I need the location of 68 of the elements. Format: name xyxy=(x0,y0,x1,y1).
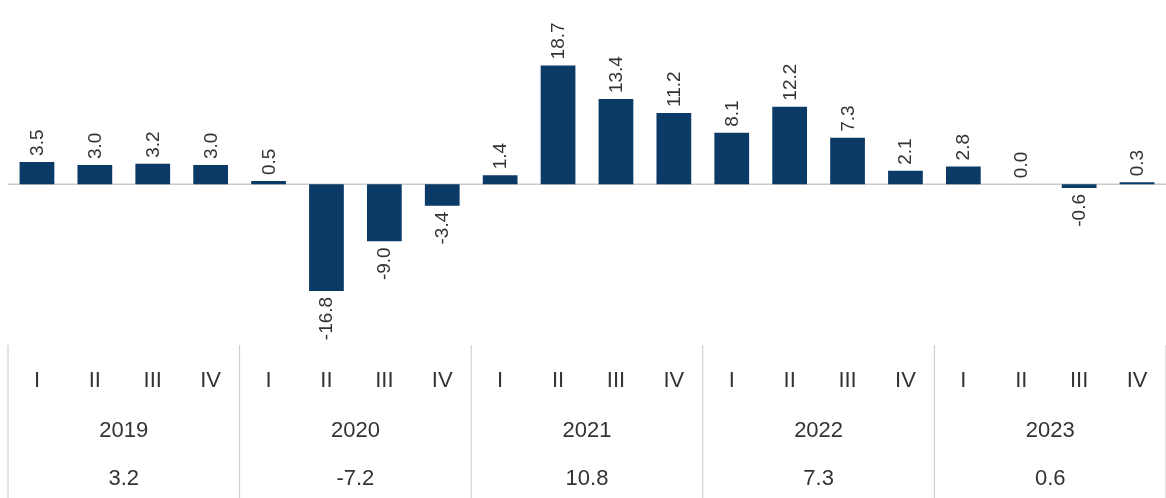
text: 3.2 xyxy=(108,465,140,490)
data-label: 3.0 xyxy=(83,132,105,160)
bar xyxy=(945,166,981,185)
data-label: 0.0 xyxy=(1010,151,1032,179)
x-tick-label: III xyxy=(375,367,394,392)
x-tick-label: I xyxy=(497,367,504,392)
text: 2020 xyxy=(330,417,380,442)
data-label: 2.1 xyxy=(894,138,916,165)
data-label: -3.4 xyxy=(431,211,453,245)
bar xyxy=(888,170,923,185)
bar xyxy=(424,184,460,206)
data-label: 3.0 xyxy=(199,132,221,160)
x-tick-label: I xyxy=(265,367,272,392)
data-label: -0.6 xyxy=(1068,193,1090,227)
data-label: 1.4 xyxy=(489,142,511,170)
bar xyxy=(193,165,229,185)
bar xyxy=(77,165,113,185)
x-tick-label: IV xyxy=(895,367,917,392)
data-label: 7.3 xyxy=(836,105,858,132)
bar xyxy=(772,106,808,185)
x-tick-label: I xyxy=(960,367,967,392)
bar xyxy=(482,175,518,185)
bar xyxy=(598,99,634,185)
x-tick-label: II xyxy=(320,367,333,392)
bar xyxy=(1061,184,1097,188)
x-tick-label: III xyxy=(838,367,857,392)
x-tick-label: IV xyxy=(431,367,453,392)
data-label: 3.5 xyxy=(25,129,47,156)
x-tick-label: IV xyxy=(200,367,222,392)
data-label: 12.2 xyxy=(778,63,800,101)
x-tick-label: IV xyxy=(1126,367,1148,392)
x-tick-label: IV xyxy=(663,367,685,392)
x-tick-label: III xyxy=(606,367,626,392)
data-label: 3.2 xyxy=(141,131,163,158)
x-tick-label: I xyxy=(728,367,735,392)
data-label: 2.8 xyxy=(952,133,974,161)
x-tick-label: II xyxy=(783,367,796,392)
x-tick-label: III xyxy=(143,367,162,392)
x-tick-label: II xyxy=(88,367,101,392)
x-tick-label: II xyxy=(1015,367,1028,392)
data-label: 0.3 xyxy=(1126,149,1148,177)
bar xyxy=(135,163,171,185)
text: 7.3 xyxy=(803,465,834,490)
text: 0.6 xyxy=(1034,465,1066,490)
x-tick-label: I xyxy=(33,367,41,392)
bar xyxy=(540,65,576,185)
data-label: -9.0 xyxy=(373,247,395,281)
data-label: 8.1 xyxy=(720,100,742,127)
bar xyxy=(830,137,865,185)
data-label: 0.5 xyxy=(257,148,279,175)
data-label: 11.2 xyxy=(662,71,684,108)
x-tick-label: II xyxy=(551,367,565,392)
bar xyxy=(714,132,750,185)
text: 2019 xyxy=(99,417,149,442)
data-label: 13.4 xyxy=(604,55,626,94)
text: 2022 xyxy=(794,417,844,442)
x-tick-label: III xyxy=(1069,367,1089,392)
bar xyxy=(251,181,286,185)
bar xyxy=(19,161,55,185)
text: 10.8 xyxy=(565,465,609,490)
bar xyxy=(309,184,344,291)
data-label: 18.7 xyxy=(547,22,569,60)
data-label: -16.8 xyxy=(315,296,337,341)
text: -7.2 xyxy=(336,465,375,490)
text: 2021 xyxy=(562,417,612,442)
text: 2023 xyxy=(1025,417,1075,442)
bar xyxy=(656,113,692,185)
bar xyxy=(366,184,402,242)
